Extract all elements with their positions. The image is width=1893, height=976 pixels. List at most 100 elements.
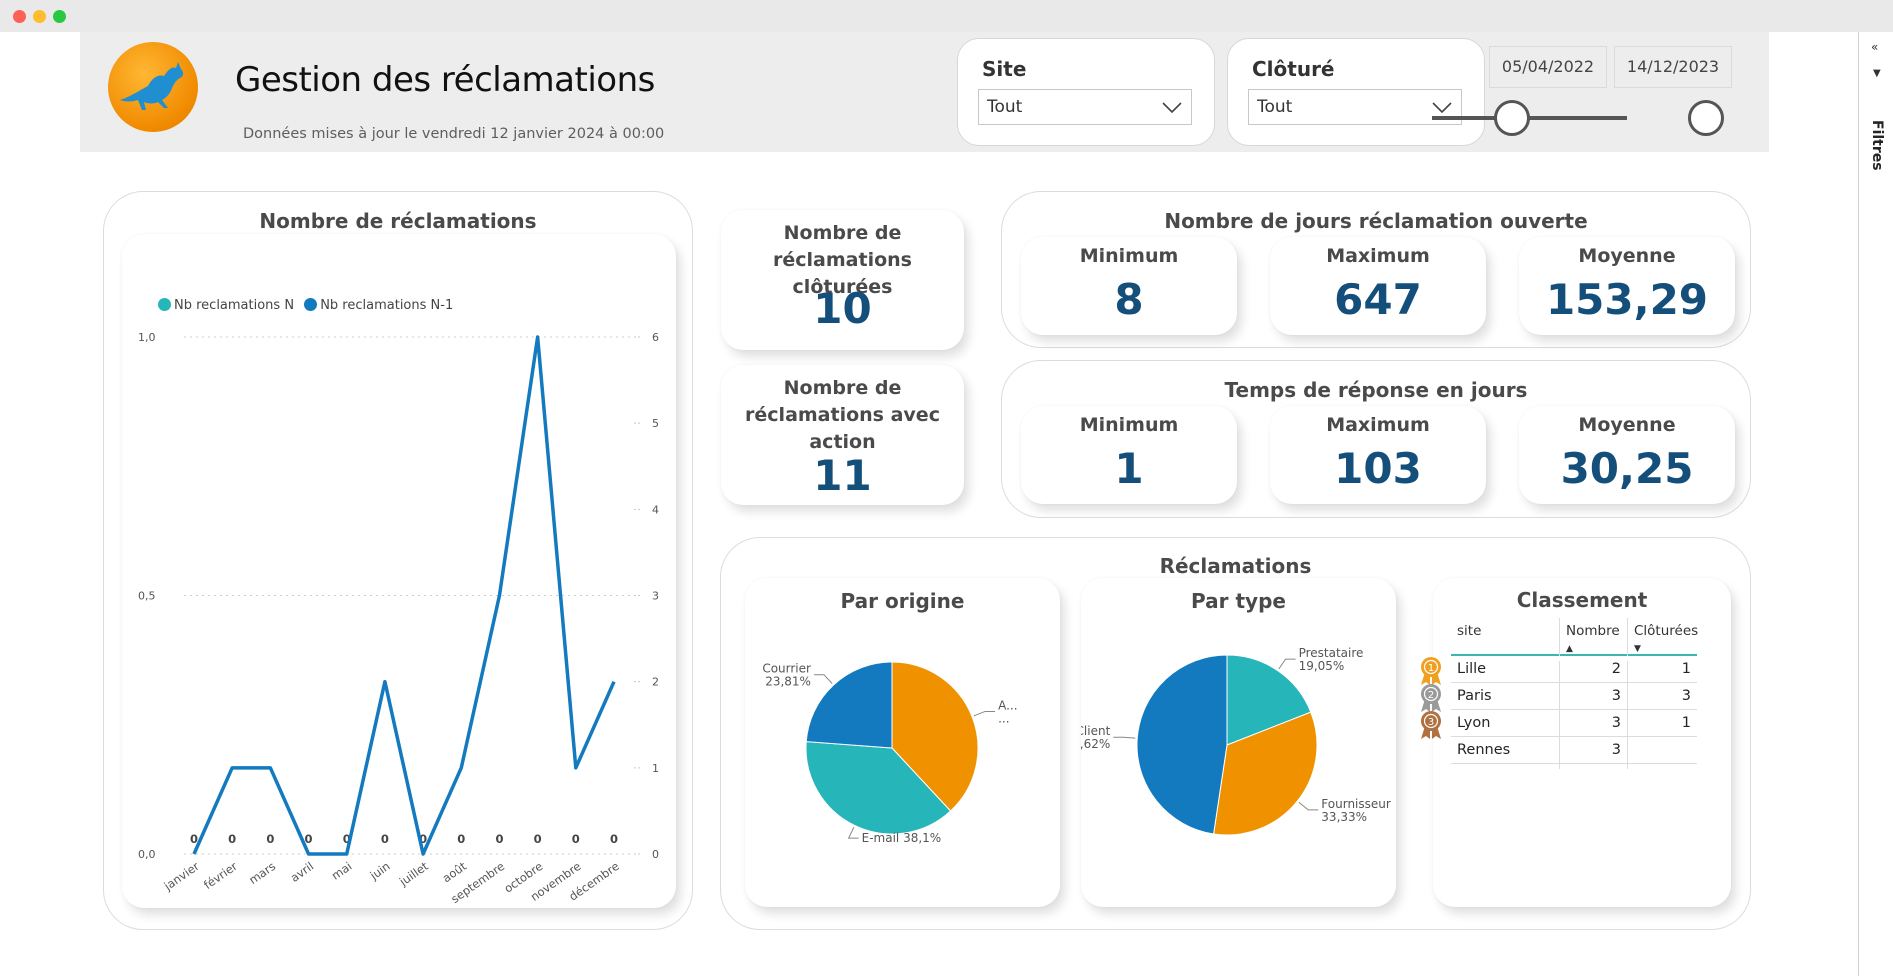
open-days-max-value: 647 xyxy=(1334,275,1422,324)
origin-pie-title: Par origine xyxy=(840,589,965,613)
response-max-card: Maximum 103 xyxy=(1270,406,1486,504)
response-max-value: 103 xyxy=(1334,444,1422,493)
cell-cloturees: 3 xyxy=(1627,688,1697,715)
cloture-slicer-label: Clôturé xyxy=(1252,57,1335,81)
collapse-pane-icon[interactable]: « xyxy=(1871,40,1879,54)
col-header-site[interactable]: site xyxy=(1457,623,1482,639)
table-row[interactable]: 2 Paris 3 3 xyxy=(1421,683,1697,715)
filters-pane[interactable]: « ▼ Filtres xyxy=(1858,32,1893,976)
data-label-n: 0 xyxy=(419,832,427,846)
x-tick-label: juin xyxy=(367,859,393,883)
cell-nombre: 3 xyxy=(1559,742,1627,769)
pie-label: E-mail 38,1% xyxy=(862,831,942,845)
date-range-end-handle[interactable] xyxy=(1688,100,1724,136)
x-tick-label: mars xyxy=(246,859,278,887)
site-dropdown-value: Tout xyxy=(987,97,1023,117)
legend-item-n: Nb reclamations N xyxy=(174,298,295,313)
date-start-value: 05/04/2022 xyxy=(1501,57,1595,76)
pie-slice xyxy=(1226,654,1312,746)
open-days-min-card: Minimum 8 xyxy=(1021,237,1237,335)
date-end-value: 14/12/2023 xyxy=(1626,57,1720,76)
window-titlebar xyxy=(0,0,1893,32)
cell-site: Lille xyxy=(1457,661,1487,677)
response-min-label: Minimum xyxy=(1079,414,1179,436)
filters-pane-label: Filtres xyxy=(1869,120,1885,171)
chevron-down-icon xyxy=(1162,102,1182,114)
open-days-avg-label: Moyenne xyxy=(1578,245,1676,267)
cell-cloturees: 1 xyxy=(1627,715,1697,742)
reclamations-title: Réclamations xyxy=(1159,554,1312,578)
col-header-nombre[interactable]: Nombre ▲ xyxy=(1559,618,1627,656)
type-pie-title: Par type xyxy=(1191,589,1286,613)
cell-site: Lyon xyxy=(1457,715,1491,731)
origin-pie-card: Par origine A...... E-mail 38,1% Courrier 2… xyxy=(745,578,1060,907)
y-right-tick-label: 0 xyxy=(652,848,659,861)
cloture-dropdown-value: Tout xyxy=(1257,97,1293,117)
maximize-window-button[interactable] xyxy=(53,10,66,23)
legend-swatch-n1 xyxy=(304,298,318,311)
col-header-cloturees-label: Clôturées xyxy=(1634,623,1699,639)
cloture-dropdown[interactable]: Tout xyxy=(1248,89,1462,125)
col-header-cloturees[interactable]: Clôturées ▼ xyxy=(1627,618,1699,656)
table-row[interactable]: Rennes 3 xyxy=(1451,737,1697,769)
response-min-card: Minimum 1 xyxy=(1021,406,1237,504)
reclamations-panel: Réclamations Par origine A...... E-mail 3… xyxy=(720,537,1751,930)
cell-site: Paris xyxy=(1457,688,1492,704)
y-left-tick-label: 0,0 xyxy=(138,848,156,861)
y-right-tick-label: 1 xyxy=(652,762,659,775)
svg-text:3: 3 xyxy=(1428,717,1434,728)
pie-slice xyxy=(805,661,893,749)
cell-nombre: 3 xyxy=(1559,715,1627,742)
data-label-n: 0 xyxy=(534,832,542,846)
pie-label: Courrier xyxy=(762,662,811,676)
type-pie-card: Par type Prestataire 19,05% Fournisseur 33,… xyxy=(1081,578,1396,907)
table-row[interactable]: 3 Lyon 3 1 xyxy=(1421,710,1697,742)
date-range-start-handle[interactable] xyxy=(1494,100,1530,136)
data-label-n: 0 xyxy=(228,832,236,846)
open-days-panel: Nombre de jours réclamation ouverte Mini… xyxy=(1001,191,1751,348)
response-time-title: Temps de réponse en jours xyxy=(1224,378,1528,402)
y-left-tick-label: 1,0 xyxy=(138,331,156,344)
line-chart-card: Nb reclamations N Nb reclamations N-1 0 1… xyxy=(122,234,676,908)
response-avg-label: Moyenne xyxy=(1578,414,1676,436)
medal-icon: 3 xyxy=(1417,710,1445,744)
pie-leader-line xyxy=(973,710,996,717)
date-start-input[interactable]: 05/04/2022 xyxy=(1489,46,1607,88)
pie-pct-label: 23,81% xyxy=(765,675,811,689)
line-chart-legend: Nb reclamations N Nb reclamations N-1 xyxy=(158,298,453,313)
site-dropdown[interactable]: Tout xyxy=(978,89,1192,125)
x-tick-label: avril xyxy=(288,859,316,885)
cell-site: Rennes xyxy=(1457,742,1511,758)
data-label-n: 0 xyxy=(572,832,580,846)
col-header-nombre-label: Nombre xyxy=(1566,623,1620,639)
pie-slice xyxy=(891,661,979,812)
last-update-text: Données mises à jour le vendredi 12 janv… xyxy=(243,126,665,142)
pie-pct-label: 47,62% xyxy=(1081,737,1110,751)
date-end-input[interactable]: 14/12/2023 xyxy=(1614,46,1732,88)
svg-text:1: 1 xyxy=(1428,663,1434,674)
pie-leader-line xyxy=(813,674,833,684)
pie-slice xyxy=(1213,711,1318,836)
open-days-avg-card: Moyenne 153,29 xyxy=(1519,237,1735,335)
table-row[interactable]: 1 Lille 2 1 xyxy=(1421,656,1697,688)
pie-leader-line xyxy=(1113,736,1136,739)
close-window-button[interactable] xyxy=(13,10,26,23)
pie-label: Client xyxy=(1081,724,1111,738)
kangaroo-icon xyxy=(120,62,184,110)
minimize-window-button[interactable] xyxy=(33,10,46,23)
kangaroo-logo xyxy=(108,42,198,132)
data-label-n: 0 xyxy=(381,832,389,846)
pie-pct-label: 19,05% xyxy=(1299,659,1345,673)
response-max-label: Maximum xyxy=(1326,414,1430,436)
sort-asc-icon: ▲ xyxy=(1566,644,1573,654)
kpi-closed-card: Nombre de réclamations clôturées 10 xyxy=(721,210,964,350)
cell-nombre: 3 xyxy=(1559,688,1627,715)
line-chart-plot[interactable]: 0 1 2 3 4 5 6 0,0 0,5 1,0 janvier février mars avril m… xyxy=(122,234,676,908)
open-days-title: Nombre de jours réclamation ouverte xyxy=(1164,209,1588,233)
legend-item-n1: Nb reclamations N-1 xyxy=(320,298,454,313)
y-right-tick-label: 4 xyxy=(652,503,659,516)
medal-icon: 2 xyxy=(1417,683,1445,717)
y-right-tick-label: 5 xyxy=(652,417,659,430)
